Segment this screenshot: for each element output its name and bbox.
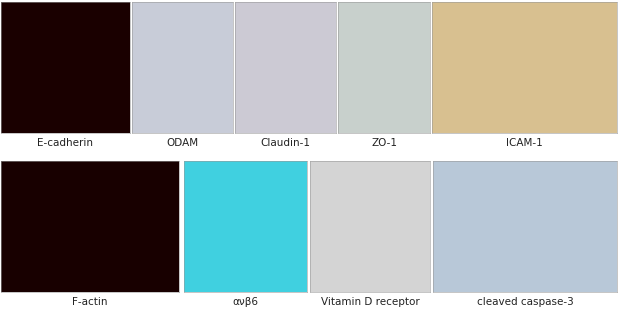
Text: cleaved caspase-3: cleaved caspase-3 <box>477 297 573 307</box>
Text: ανβ6: ανβ6 <box>233 297 259 307</box>
Text: ZO-1: ZO-1 <box>371 138 397 148</box>
Text: F-actin: F-actin <box>72 297 108 307</box>
Text: Claudin-1: Claudin-1 <box>261 138 311 148</box>
Text: ICAM-1: ICAM-1 <box>506 138 543 148</box>
Text: ODAM: ODAM <box>167 138 199 148</box>
Text: Vitamin D receptor: Vitamin D receptor <box>321 297 420 307</box>
Text: E-cadherin: E-cadherin <box>38 138 93 148</box>
